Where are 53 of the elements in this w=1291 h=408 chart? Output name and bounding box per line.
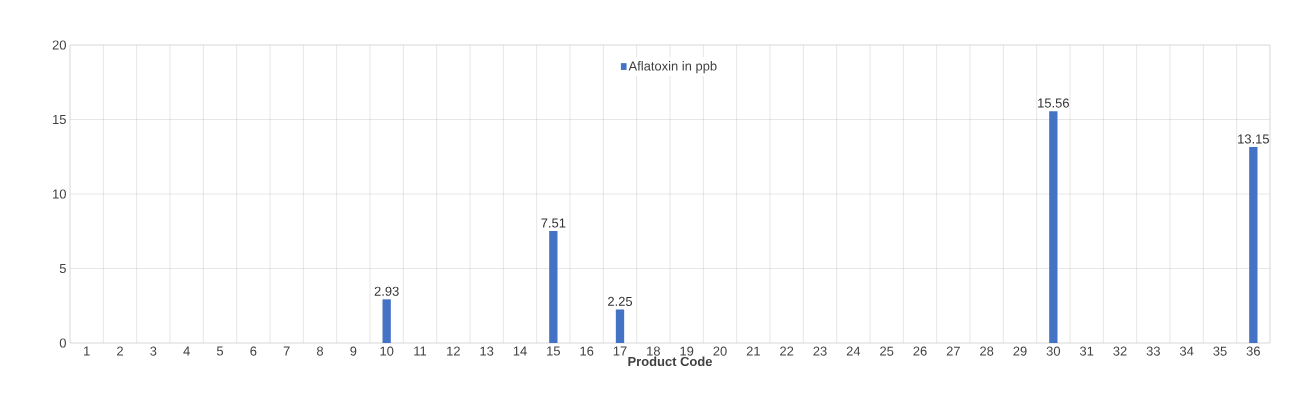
bar: [615, 309, 625, 343]
bar: [1049, 111, 1058, 343]
data-label: 15.56: [1038, 98, 1069, 108]
x-tick-label: 23: [813, 346, 827, 356]
x-tick-label: 24: [846, 346, 861, 356]
y-tick-label: 5: [59, 263, 66, 274]
y-tick-label: 10: [53, 189, 66, 199]
data-label: 7.51: [541, 218, 566, 228]
x-tick-label: 35: [1213, 346, 1227, 356]
x-tick-label: 36: [1246, 346, 1260, 356]
x-tick-label: 13: [480, 346, 494, 356]
x-tick-label: 9: [350, 346, 357, 356]
bar: [549, 231, 558, 343]
x-tick-label: 1: [84, 346, 90, 356]
data-label: 2.93: [374, 286, 399, 296]
x-tick-label: 6: [250, 346, 257, 356]
x-tick-label: 30: [1046, 346, 1061, 356]
x-tick-label: 20: [713, 346, 727, 356]
x-tick-label: 22: [780, 346, 794, 356]
x-tick-label: 4: [183, 346, 190, 356]
x-tick-label: 32: [1113, 346, 1127, 356]
x-tick-label: 29: [1013, 346, 1027, 356]
x-tick-label: 18: [647, 346, 660, 356]
x-tick-label: 8: [316, 346, 324, 356]
x-tick-label: 25: [880, 346, 894, 356]
y-tick-label: 0: [59, 338, 66, 348]
x-tick-label: 16: [580, 346, 594, 356]
x-tick-label: 21: [746, 346, 760, 356]
legend-label: Aflatoxin in ppb: [628, 61, 717, 74]
x-tick-label: 15: [547, 346, 560, 356]
x-tick-label: 26: [913, 346, 927, 356]
data-label: 2.25: [608, 296, 633, 306]
x-tick-label: 33: [1146, 346, 1160, 356]
x-tick-label: 7: [283, 346, 290, 356]
x-tick-label: 19: [680, 346, 694, 356]
x-axis-title: Product Code: [628, 356, 713, 367]
x-tick-label: 31: [1079, 346, 1094, 356]
x-tick-label: 2: [117, 346, 123, 356]
x-tick-label: 12: [447, 346, 460, 356]
x-tick-label: 28: [980, 346, 994, 356]
y-tick-label: 15: [53, 114, 66, 125]
x-tick-label: 17: [613, 346, 627, 356]
x-tick-label: 34: [1179, 346, 1194, 356]
x-tick-label: 27: [946, 346, 960, 356]
data-label: 13.15: [1238, 134, 1269, 144]
x-tick-label: 3: [150, 346, 157, 356]
y-tick-label: 20: [52, 40, 66, 50]
x-tick-label: 5: [216, 346, 224, 356]
x-tick-label: 14: [513, 346, 527, 356]
bar: [382, 299, 391, 343]
bar: [1249, 147, 1258, 343]
x-tick-label: 10: [380, 346, 394, 356]
x-tick-label: 11: [414, 346, 427, 356]
